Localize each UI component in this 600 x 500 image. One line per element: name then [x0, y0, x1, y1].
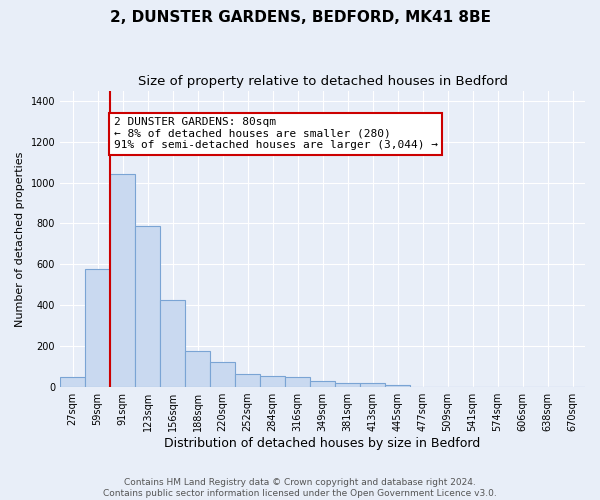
Bar	[335, 383, 360, 387]
Text: Contains HM Land Registry data © Crown copyright and database right 2024.
Contai: Contains HM Land Registry data © Crown c…	[103, 478, 497, 498]
Bar	[235, 374, 260, 387]
X-axis label: Distribution of detached houses by size in Bedford: Distribution of detached houses by size …	[164, 437, 481, 450]
Y-axis label: Number of detached properties: Number of detached properties	[15, 151, 25, 326]
Text: 2, DUNSTER GARDENS, BEDFORD, MK41 8BE: 2, DUNSTER GARDENS, BEDFORD, MK41 8BE	[110, 10, 491, 25]
Bar	[260, 376, 285, 387]
Bar	[360, 384, 385, 387]
Bar	[85, 270, 110, 387]
Bar	[285, 377, 310, 387]
Bar	[185, 350, 210, 387]
Bar	[110, 174, 135, 387]
Bar	[210, 362, 235, 387]
Title: Size of property relative to detached houses in Bedford: Size of property relative to detached ho…	[137, 75, 508, 88]
Bar	[160, 300, 185, 387]
Bar	[310, 382, 335, 387]
Bar	[60, 377, 85, 387]
Bar	[385, 385, 410, 387]
Text: 2 DUNSTER GARDENS: 80sqm
← 8% of detached houses are smaller (280)
91% of semi-d: 2 DUNSTER GARDENS: 80sqm ← 8% of detache…	[114, 117, 438, 150]
Bar	[135, 226, 160, 387]
